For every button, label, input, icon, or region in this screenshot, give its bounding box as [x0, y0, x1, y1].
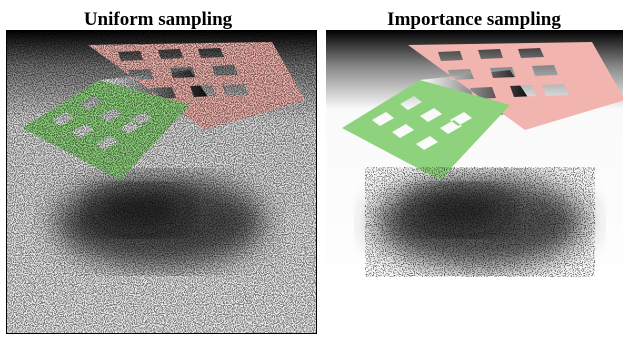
figure: Uniform sampling Importance sampling: [0, 0, 626, 334]
uniform-render: [6, 30, 317, 334]
panel-title: Importance sampling: [387, 9, 561, 30]
panel-title: Uniform sampling: [84, 9, 233, 30]
importance-render: [326, 30, 625, 334]
